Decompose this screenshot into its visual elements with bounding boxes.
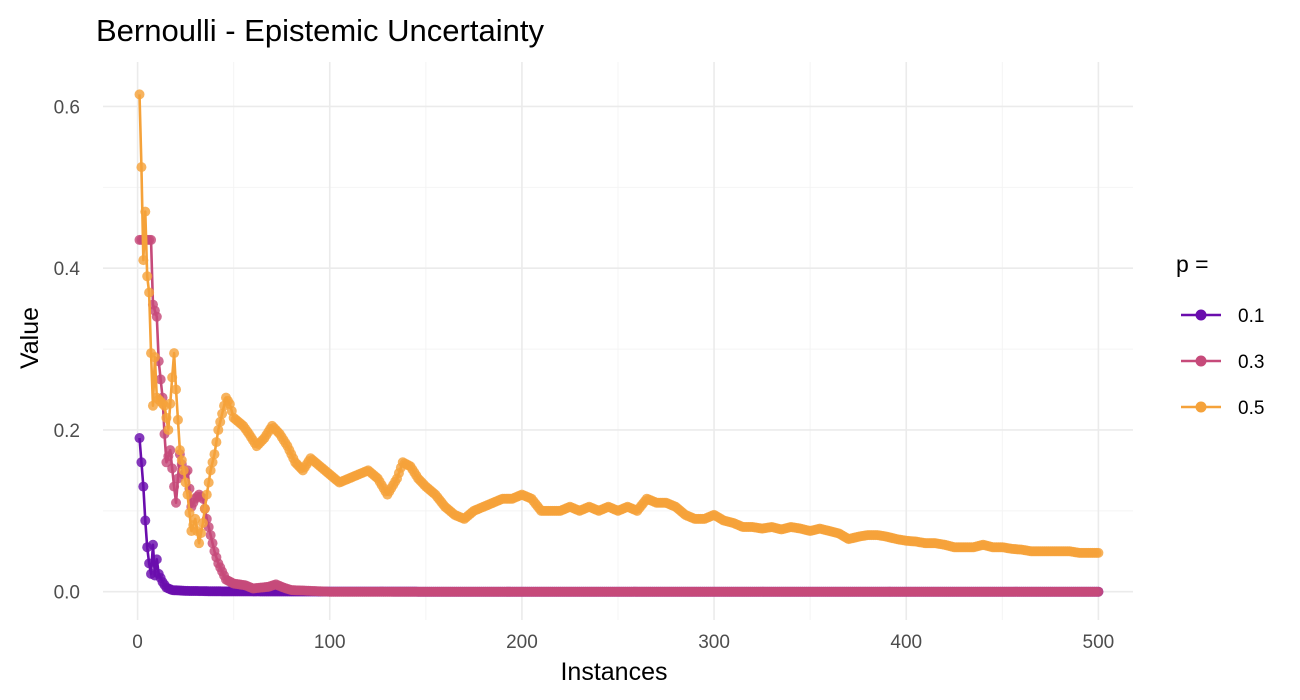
data-point <box>217 408 228 419</box>
data-point <box>146 234 157 245</box>
y-axis-title: Value <box>16 307 44 369</box>
data-point <box>163 424 174 435</box>
data-point <box>196 528 206 539</box>
data-point <box>165 398 176 409</box>
legend: p = 0.1 0.3 0.5 <box>1176 251 1264 419</box>
data-point <box>176 455 187 466</box>
data-point <box>144 287 155 298</box>
data-point <box>201 489 212 500</box>
y-tick-label: 0.0 <box>54 583 80 604</box>
series-line <box>139 238 1099 593</box>
x-tick-label: 400 <box>890 632 922 653</box>
data-point <box>213 424 224 435</box>
data-point <box>180 477 191 488</box>
data-point <box>182 489 193 500</box>
data-point <box>169 348 180 359</box>
y-tick-label: 0.2 <box>54 421 80 442</box>
data-point <box>205 530 216 541</box>
legend-title: p = <box>1176 251 1209 277</box>
legend-item: 0.5 <box>1181 398 1264 419</box>
data-point <box>211 437 222 448</box>
data-point <box>151 554 162 565</box>
data-point <box>165 445 176 456</box>
series-line <box>138 94 1099 555</box>
data-point <box>147 539 158 550</box>
data-point <box>197 517 208 528</box>
data-point <box>169 481 180 492</box>
data-point <box>161 412 172 423</box>
legend-label: 0.3 <box>1238 352 1264 373</box>
x-tick-label: 0 <box>132 632 143 653</box>
data-point <box>167 372 178 383</box>
x-tick-label: 100 <box>314 632 346 653</box>
data-point <box>167 463 178 474</box>
series-0.5 <box>134 89 1104 558</box>
data-point <box>199 503 210 514</box>
data-point <box>207 538 218 549</box>
data-point <box>136 457 147 468</box>
legend-label: 0.1 <box>1238 306 1264 327</box>
legend-label: 0.5 <box>1238 398 1264 419</box>
data-point <box>209 449 220 460</box>
data-point <box>149 352 160 363</box>
legend-item: 0.3 <box>1181 352 1264 373</box>
data-point <box>1093 547 1104 558</box>
data-point <box>174 445 185 456</box>
data-point <box>190 513 201 524</box>
data-point <box>151 311 162 322</box>
data-point <box>207 457 218 468</box>
data-point <box>205 465 216 476</box>
data-point <box>134 433 145 444</box>
axis-ticks: 0 100 200 300 400 500 0.0 0.2 0.4 0.6 <box>54 97 1115 653</box>
data-point <box>194 538 205 549</box>
data-point <box>215 416 226 427</box>
data-point <box>136 162 147 173</box>
data-point <box>144 558 155 569</box>
series-0.3 <box>134 234 1104 597</box>
x-axis-title: Instances <box>560 658 667 686</box>
data-point <box>140 515 151 526</box>
data-point <box>140 206 151 217</box>
legend-key-point <box>1195 401 1207 413</box>
data-point <box>1093 586 1104 597</box>
chart-title: Bernoulli - Epistemic Uncertainty <box>96 13 544 48</box>
x-tick-label: 500 <box>1083 632 1115 653</box>
data-point <box>142 271 153 282</box>
data-point <box>171 384 182 395</box>
data-point <box>138 481 149 492</box>
legend-key-point <box>1195 355 1207 367</box>
data-point <box>171 497 182 508</box>
y-tick-label: 0.6 <box>54 97 80 118</box>
legend-key-point <box>1195 309 1207 321</box>
plot-grid <box>103 62 1133 620</box>
data-point <box>138 255 149 266</box>
data-point <box>172 414 183 425</box>
data-point <box>203 477 214 488</box>
data-point <box>178 465 189 476</box>
legend-item: 0.1 <box>1181 306 1264 327</box>
plot-series <box>134 89 1104 597</box>
data-point <box>155 374 166 385</box>
x-tick-label: 200 <box>506 632 538 653</box>
x-tick-label: 300 <box>698 632 730 653</box>
data-point <box>134 89 145 100</box>
y-tick-label: 0.4 <box>54 259 81 280</box>
